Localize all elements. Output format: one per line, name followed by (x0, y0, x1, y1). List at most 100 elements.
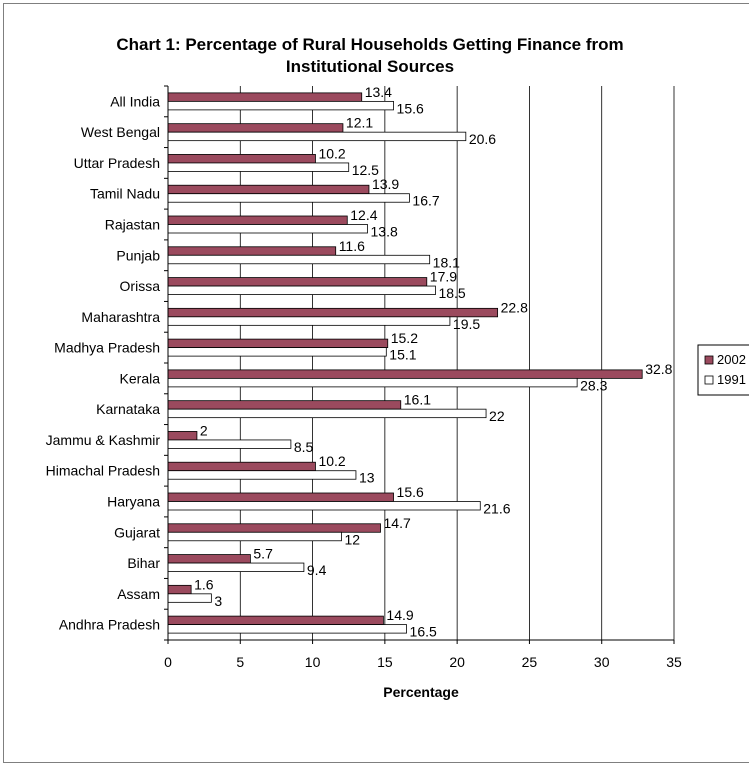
legend-box (697, 344, 749, 396)
bar-1991 (167, 377, 578, 388)
bar-1991 (167, 593, 212, 603)
category-label: Assam (117, 586, 160, 602)
chart-title-line-1: Chart 1: Percentage of Rural Households … (116, 35, 623, 54)
chart-title-line-2: Institutional Sources (286, 57, 454, 76)
data-label-1991: 13 (359, 470, 375, 486)
data-label-2002: 22.8 (501, 299, 528, 315)
category-label: Madhya Pradesh (54, 340, 160, 356)
data-label-2002: 1.6 (194, 576, 214, 592)
data-label-2002: 32.8 (645, 361, 672, 377)
data-label-1991: 3 (214, 593, 222, 609)
bar-1991 (167, 624, 407, 634)
bar-1991 (167, 316, 451, 326)
bar-1991 (167, 285, 436, 295)
data-label-1991: 8.5 (294, 439, 314, 455)
x-axis-title: Percentage (383, 684, 459, 700)
legend: 2002 1991 (697, 344, 749, 396)
category-label: Orissa (120, 278, 161, 294)
data-label-1991: 12 (344, 531, 360, 547)
data-label-1991: 18.5 (438, 285, 465, 301)
x-tick-label: 0 (164, 654, 172, 670)
data-label-2002: 15.6 (397, 484, 424, 500)
bar-2002 (167, 154, 316, 164)
data-label-2002: 14.7 (384, 515, 411, 531)
x-tick-label: 5 (236, 654, 244, 670)
data-label-1991: 15.1 (389, 347, 416, 363)
category-label: West Bengal (81, 124, 160, 140)
bar-1991 (167, 100, 394, 111)
bar-2002 (167, 615, 384, 626)
bar-2002 (167, 461, 316, 472)
bar-2002 (167, 92, 363, 102)
data-label-2002: 5.7 (253, 546, 273, 562)
data-label-2002: 2 (200, 422, 208, 438)
bar-2002 (167, 492, 394, 502)
category-label: Jammu & Kashmir (46, 432, 161, 448)
bar-1991 (167, 470, 357, 480)
data-label-1991: 21.6 (483, 501, 510, 517)
bar-1991 (167, 254, 431, 265)
bar-2002 (167, 215, 348, 225)
bar-1991 (167, 347, 387, 357)
category-label: Haryana (107, 494, 160, 510)
data-label-1991: 9.4 (307, 562, 327, 578)
bar-1991 (167, 408, 487, 419)
data-label-1991: 15.6 (397, 100, 424, 116)
legend-swatch-2002 (704, 355, 714, 365)
category-label: Punjab (116, 247, 160, 263)
bar-2002 (167, 307, 499, 318)
x-tick-label: 30 (594, 654, 610, 670)
bar-2002 (167, 554, 251, 564)
category-label: Andhra Pradesh (59, 617, 160, 633)
bar-1991 (167, 562, 305, 572)
category-label: Bihar (127, 555, 160, 571)
data-label-1991: 28.3 (580, 377, 607, 393)
data-label-2002: 12.4 (350, 207, 377, 223)
data-label-1991: 20.6 (469, 131, 496, 147)
data-label-1991: 18.1 (433, 254, 460, 270)
category-label: Rajastan (105, 217, 160, 233)
x-tick-label: 25 (522, 654, 538, 670)
category-label: All India (110, 93, 160, 109)
bar-2002 (167, 431, 198, 441)
data-label-2002: 14.9 (386, 607, 413, 623)
data-label-2002: 12.1 (346, 115, 373, 131)
legend-label-2002: 2002 (717, 352, 746, 367)
bar-1991 (167, 531, 342, 542)
bar-1991 (167, 224, 368, 234)
data-label-2002: 10.2 (318, 145, 345, 161)
legend-swatch-1991 (704, 375, 714, 385)
category-label: Karnataka (96, 401, 160, 417)
bar-2002 (167, 246, 337, 256)
bar-1991 (167, 162, 350, 172)
bar-1991 (167, 193, 410, 203)
bar-2002 (167, 184, 370, 195)
category-label: Himachal Pradesh (46, 463, 160, 479)
category-label: Uttar Pradesh (74, 155, 160, 171)
data-label-1991: 12.5 (352, 162, 379, 178)
bar-2002 (167, 369, 643, 379)
bar-2002 (167, 400, 402, 410)
x-tick-label: 15 (377, 654, 393, 670)
category-label: Tamil Nadu (90, 186, 160, 202)
data-label-2002: 11.6 (339, 238, 365, 254)
bar-1991 (167, 131, 467, 142)
data-label-1991: 16.7 (412, 193, 439, 209)
data-label-1991: 22 (489, 408, 505, 424)
data-label-2002: 13.9 (372, 176, 399, 192)
x-tick-label: 20 (449, 654, 465, 670)
data-label-1991: 19.5 (453, 316, 480, 332)
bar-1991 (167, 501, 481, 511)
data-label-1991: 16.5 (410, 624, 437, 640)
bar-2002 (167, 277, 428, 287)
data-label-2002: 10.2 (318, 453, 345, 469)
bar-1991 (167, 439, 292, 449)
plot-area: All India 13.4 15.6 West Bengal 12.1 20.6 Utta… (46, 84, 682, 670)
bar-2002 (167, 584, 192, 595)
data-label-1991: 13.8 (371, 224, 398, 240)
bar-2002 (167, 338, 389, 349)
bar-2002 (167, 123, 344, 133)
category-label: Gujarat (114, 524, 160, 540)
data-label-2002: 16.1 (404, 392, 431, 408)
